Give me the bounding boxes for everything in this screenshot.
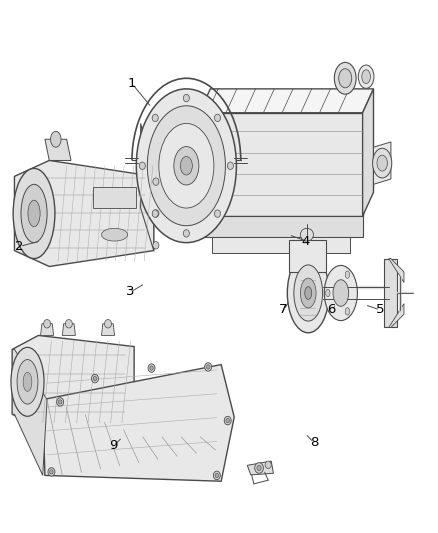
Polygon shape [12, 335, 134, 428]
Ellipse shape [287, 253, 329, 333]
Ellipse shape [213, 471, 220, 480]
Ellipse shape [50, 131, 61, 147]
Polygon shape [199, 216, 363, 237]
Polygon shape [289, 240, 325, 272]
Ellipse shape [377, 155, 388, 171]
Ellipse shape [65, 319, 72, 328]
Ellipse shape [358, 65, 374, 88]
Polygon shape [363, 89, 374, 216]
Ellipse shape [49, 470, 53, 474]
Ellipse shape [139, 162, 145, 169]
Ellipse shape [184, 94, 189, 102]
Ellipse shape [11, 348, 44, 416]
Polygon shape [93, 187, 136, 208]
Polygon shape [199, 113, 363, 216]
Polygon shape [141, 124, 154, 251]
Text: 6: 6 [327, 303, 336, 317]
Ellipse shape [345, 308, 350, 315]
Ellipse shape [102, 228, 127, 241]
Ellipse shape [147, 106, 226, 226]
Ellipse shape [224, 416, 231, 425]
Polygon shape [45, 139, 71, 160]
Ellipse shape [153, 241, 159, 249]
Ellipse shape [325, 289, 330, 297]
Polygon shape [62, 324, 75, 335]
Polygon shape [12, 349, 47, 475]
Ellipse shape [21, 184, 47, 243]
Ellipse shape [23, 372, 32, 391]
Polygon shape [385, 259, 397, 327]
Ellipse shape [324, 265, 357, 320]
Ellipse shape [265, 461, 271, 469]
Text: 8: 8 [310, 436, 318, 449]
Ellipse shape [206, 365, 210, 369]
Ellipse shape [333, 280, 349, 306]
Ellipse shape [184, 230, 189, 237]
Polygon shape [102, 324, 115, 335]
Ellipse shape [150, 366, 153, 370]
Polygon shape [201, 144, 234, 187]
Ellipse shape [205, 362, 212, 371]
Ellipse shape [159, 124, 214, 208]
Ellipse shape [153, 178, 159, 185]
Ellipse shape [215, 473, 219, 478]
Polygon shape [389, 304, 404, 327]
Text: 3: 3 [127, 286, 135, 298]
Text: 7: 7 [279, 303, 288, 317]
Ellipse shape [334, 62, 356, 94]
Ellipse shape [28, 200, 40, 227]
Polygon shape [247, 461, 273, 475]
Polygon shape [199, 89, 374, 113]
Ellipse shape [148, 364, 155, 373]
Ellipse shape [305, 287, 312, 300]
Text: 2: 2 [15, 240, 24, 253]
Ellipse shape [373, 148, 392, 178]
Ellipse shape [345, 271, 350, 278]
Ellipse shape [93, 376, 97, 381]
Polygon shape [41, 324, 53, 335]
Ellipse shape [339, 69, 352, 88]
Ellipse shape [254, 463, 263, 473]
Text: 4: 4 [302, 235, 310, 247]
Ellipse shape [215, 114, 221, 122]
Ellipse shape [57, 398, 64, 406]
Text: 1: 1 [128, 77, 136, 90]
Ellipse shape [13, 168, 55, 259]
Ellipse shape [362, 70, 371, 84]
Ellipse shape [300, 228, 314, 241]
Ellipse shape [215, 210, 221, 217]
Polygon shape [212, 237, 350, 253]
Ellipse shape [17, 360, 38, 404]
Polygon shape [14, 160, 154, 266]
Ellipse shape [300, 278, 316, 308]
Ellipse shape [92, 374, 99, 383]
Ellipse shape [174, 147, 199, 185]
Polygon shape [389, 259, 404, 282]
Ellipse shape [153, 210, 159, 217]
Ellipse shape [44, 319, 50, 328]
Polygon shape [43, 365, 234, 481]
Ellipse shape [105, 319, 112, 328]
Ellipse shape [136, 89, 237, 243]
Ellipse shape [48, 467, 55, 476]
Ellipse shape [152, 114, 158, 122]
Ellipse shape [226, 418, 230, 423]
Ellipse shape [294, 265, 322, 321]
Polygon shape [374, 142, 391, 184]
Ellipse shape [51, 148, 64, 160]
Ellipse shape [58, 400, 62, 404]
Ellipse shape [257, 465, 261, 471]
Text: 5: 5 [376, 303, 384, 317]
Ellipse shape [180, 157, 192, 175]
Text: 9: 9 [110, 439, 118, 452]
Ellipse shape [152, 210, 158, 217]
Ellipse shape [227, 162, 233, 169]
